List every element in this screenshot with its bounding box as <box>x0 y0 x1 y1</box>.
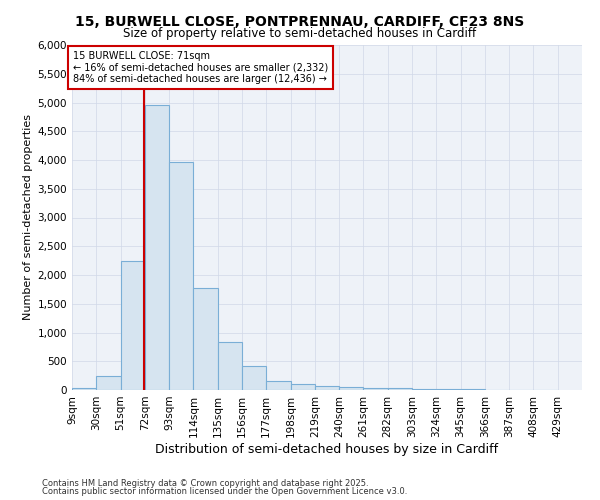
Bar <box>72 388 96 390</box>
Bar <box>242 366 266 390</box>
Text: Size of property relative to semi-detached houses in Cardiff: Size of property relative to semi-detach… <box>124 28 476 40</box>
Bar <box>290 384 315 390</box>
Bar <box>121 260 145 390</box>
Bar <box>218 342 242 390</box>
Bar <box>169 162 193 390</box>
Bar <box>96 376 121 390</box>
Text: Contains HM Land Registry data © Crown copyright and database right 2025.: Contains HM Land Registry data © Crown c… <box>42 478 368 488</box>
Text: 15 BURWELL CLOSE: 71sqm
← 16% of semi-detached houses are smaller (2,332)
84% of: 15 BURWELL CLOSE: 71sqm ← 16% of semi-de… <box>73 51 328 84</box>
Bar <box>388 388 412 390</box>
Bar <box>412 389 436 390</box>
Text: 15, BURWELL CLOSE, PONTPRENNAU, CARDIFF, CF23 8NS: 15, BURWELL CLOSE, PONTPRENNAU, CARDIFF,… <box>76 15 524 29</box>
Y-axis label: Number of semi-detached properties: Number of semi-detached properties <box>23 114 34 320</box>
Bar <box>193 288 218 390</box>
X-axis label: Distribution of semi-detached houses by size in Cardiff: Distribution of semi-detached houses by … <box>155 442 499 456</box>
Text: Contains public sector information licensed under the Open Government Licence v3: Contains public sector information licen… <box>42 487 407 496</box>
Bar <box>315 386 339 390</box>
Bar <box>266 381 290 390</box>
Bar <box>436 389 461 390</box>
Bar <box>364 388 388 390</box>
Bar <box>339 387 364 390</box>
Bar <box>145 106 169 390</box>
